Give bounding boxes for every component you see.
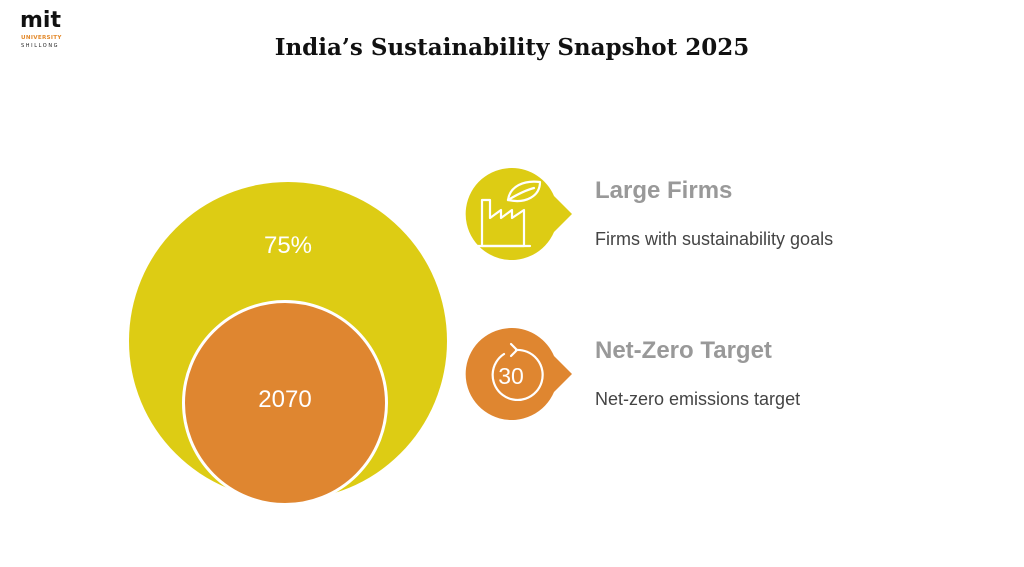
net-zero-bubble: 30	[464, 326, 576, 422]
outer-circle-value: 75%	[263, 232, 313, 259]
logo-university-text: UNIVERSITY	[21, 35, 62, 41]
net-zero-description: Net-zero emissions target	[595, 389, 801, 409]
countdown-number: 30	[498, 363, 524, 389]
net-zero-title: Net-Zero Target	[595, 337, 772, 364]
large-firms-title: Large Firms	[595, 177, 733, 204]
logo-location-text: SHILLONG	[21, 43, 60, 49]
logo-mit-text: mit	[20, 8, 61, 33]
inner-circle-net-zero: 2070	[182, 300, 388, 506]
university-logo: mit UNIVERSITY SHILLONG	[20, 9, 80, 57]
large-firms-description: Firms with sustainability goals	[595, 229, 834, 249]
factory-leaf-icon	[474, 180, 542, 248]
countdown-30-icon: 30	[491, 342, 544, 401]
inner-circle-value: 2070	[258, 386, 312, 413]
large-firms-bubble	[464, 166, 576, 262]
page-title: India’s Sustainability Snapshot 2025	[274, 34, 750, 61]
